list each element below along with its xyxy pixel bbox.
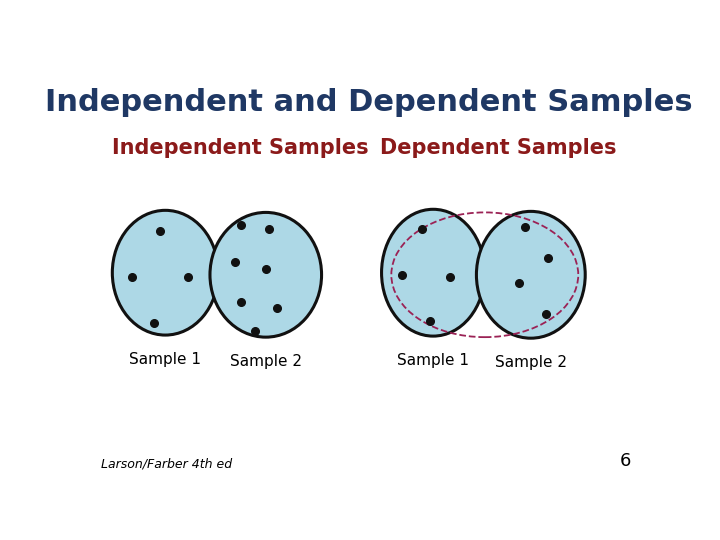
Text: Sample 2: Sample 2 [230,354,302,369]
Text: Independent Samples: Independent Samples [112,138,369,158]
Text: Dependent Samples: Dependent Samples [380,138,616,158]
Ellipse shape [477,211,585,338]
Text: 6: 6 [620,452,631,470]
Text: Larson/Farber 4th ed: Larson/Farber 4th ed [101,457,233,470]
Text: Independent and Dependent Samples: Independent and Dependent Samples [45,87,693,117]
Text: Sample 1: Sample 1 [397,353,469,368]
Text: Sample 1: Sample 1 [130,352,202,367]
Text: Sample 2: Sample 2 [495,355,567,370]
Ellipse shape [112,210,218,335]
Ellipse shape [382,210,485,336]
Ellipse shape [210,212,322,337]
